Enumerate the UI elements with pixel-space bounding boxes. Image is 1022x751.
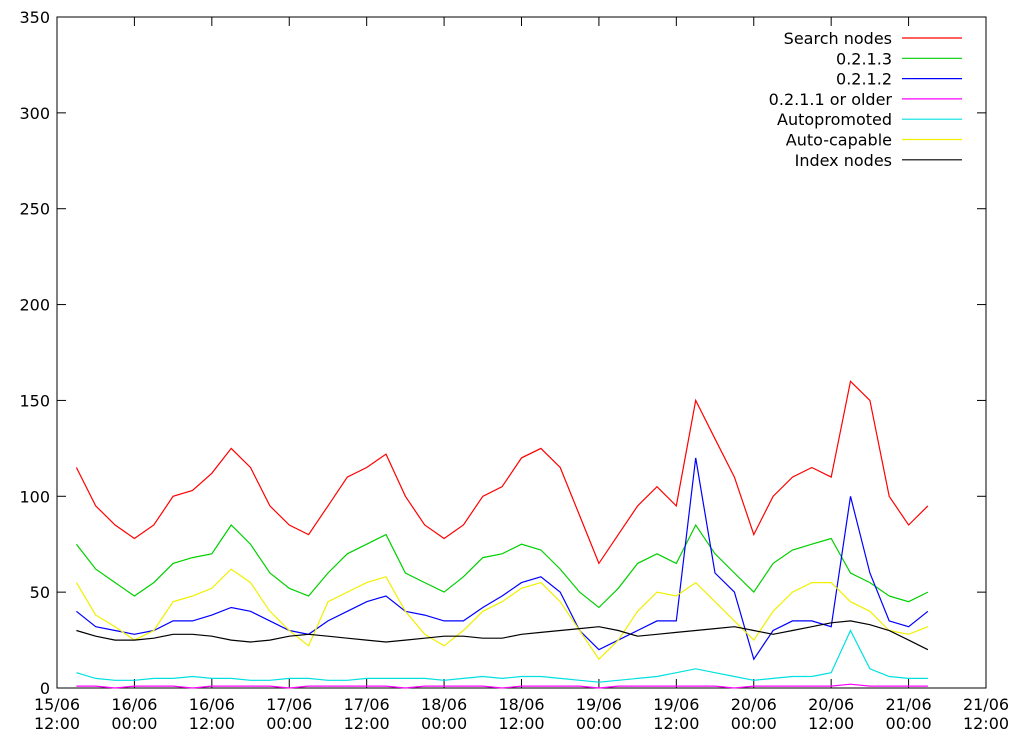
x-tick-date: 19/06 xyxy=(653,695,699,714)
x-tick-date: 15/06 xyxy=(34,695,80,714)
x-tick-date: 18/06 xyxy=(421,695,467,714)
y-tick-label: 200 xyxy=(19,296,50,315)
x-tick-date: 16/06 xyxy=(189,695,235,714)
x-tick-date: 20/06 xyxy=(808,695,854,714)
y-tick-label: 350 xyxy=(19,8,50,27)
legend-label: 0.2.1.1 or older xyxy=(769,90,893,109)
x-tick-date: 17/06 xyxy=(266,695,312,714)
x-tick-date: 21/06 xyxy=(963,695,1009,714)
series-line xyxy=(76,457,929,661)
x-tick-time: 12:00 xyxy=(34,714,80,733)
legend-label: 0.2.1.2 xyxy=(836,70,892,89)
x-tick-date: 17/06 xyxy=(344,695,390,714)
x-tick-date: 16/06 xyxy=(111,695,157,714)
x-tick-time: 12:00 xyxy=(498,714,544,733)
x-tick-time: 12:00 xyxy=(189,714,235,733)
x-tick-time: 00:00 xyxy=(886,714,932,733)
x-tick-date: 20/06 xyxy=(731,695,777,714)
y-tick-label: 250 xyxy=(19,200,50,219)
x-tick-time: 12:00 xyxy=(963,714,1009,733)
legend-label: Index nodes xyxy=(795,151,892,170)
x-tick-date: 19/06 xyxy=(576,695,622,714)
y-tick-label: 300 xyxy=(19,104,50,123)
x-tick-time: 12:00 xyxy=(653,714,699,733)
x-tick-time: 12:00 xyxy=(808,714,854,733)
legend-label: Auto-capable xyxy=(786,131,892,150)
series-line xyxy=(75,380,929,565)
y-tick-label: 0 xyxy=(40,679,50,698)
y-tick-label: 150 xyxy=(19,391,50,410)
series-line xyxy=(76,629,928,683)
x-tick-time: 00:00 xyxy=(421,714,467,733)
y-tick-label: 50 xyxy=(30,583,50,602)
series-line xyxy=(76,620,929,651)
series-line xyxy=(75,568,929,661)
x-tick-time: 12:00 xyxy=(344,714,390,733)
x-tick-time: 00:00 xyxy=(731,714,777,733)
legend-label: Autopromoted xyxy=(777,110,892,129)
x-tick-time: 00:00 xyxy=(266,714,312,733)
x-tick-date: 18/06 xyxy=(498,695,544,714)
y-tick-label: 100 xyxy=(19,487,50,506)
x-tick-date: 21/06 xyxy=(886,695,932,714)
x-tick-time: 00:00 xyxy=(111,714,157,733)
x-tick-time: 00:00 xyxy=(576,714,622,733)
series-line xyxy=(75,523,929,609)
legend-label: 0.2.1.3 xyxy=(836,49,892,68)
legend-label: Search nodes xyxy=(784,29,892,48)
series-line xyxy=(76,683,928,689)
